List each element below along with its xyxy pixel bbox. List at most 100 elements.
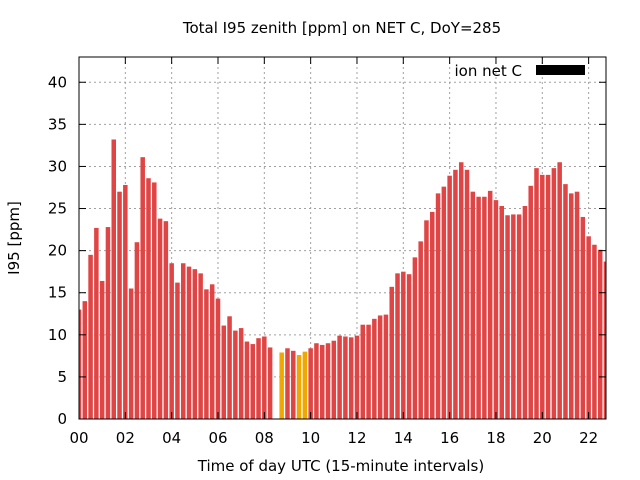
x-tick-label: 04 [162,429,181,447]
bar [441,186,447,419]
bar [401,271,406,419]
bar [215,298,221,419]
bar [157,218,163,419]
bar [238,328,244,419]
y-axis-ticks: 0 5 10 15 20 25 30 35 40 [48,73,606,428]
bar [360,324,366,419]
bar [256,338,261,419]
bar [94,227,99,419]
x-tick-label: 22 [579,429,598,447]
x-tick-label: 02 [116,429,135,447]
bar [221,325,227,419]
legend-label: ion net C [455,62,522,80]
bar [516,214,522,419]
bar [244,341,250,419]
bar [105,227,111,419]
bar [198,273,203,419]
bar [499,206,505,419]
x-tick-label: 16 [440,429,459,447]
bar [563,184,568,419]
bar [192,269,198,419]
x-axis-ticks: 00 02 04 06 08 10 12 14 16 18 20 22 [69,57,598,447]
bar [325,343,331,419]
bar [528,185,533,419]
bar [366,324,371,419]
x-tick-label: 00 [69,429,88,447]
x-tick-label: 08 [255,429,274,447]
bar [395,273,400,419]
bar [505,215,510,419]
bar [169,263,174,419]
bar [140,157,145,419]
x-tick-label: 18 [486,429,505,447]
bar [308,348,313,419]
bar [152,182,157,419]
bars [79,139,606,420]
y-tick-label: 10 [48,326,67,344]
bar [175,282,180,419]
bar [99,280,105,419]
bar [337,335,342,419]
bar [377,315,383,419]
bar [383,314,389,419]
bar [603,261,606,419]
x-tick-label: 20 [533,429,552,447]
bar [574,191,580,419]
bar [534,168,539,419]
bar [372,318,377,419]
chart-title: Total I95 zenith [ppm] on NET C, DoY=285 [182,19,501,37]
x-tick-label: 06 [208,429,227,447]
y-tick-label: 40 [48,73,67,91]
bar [180,263,186,419]
bar-highlight [279,352,284,419]
bar [233,330,238,419]
bar [319,344,325,419]
bar [146,178,151,419]
bar [262,336,267,419]
y-tick-label: 25 [48,200,67,218]
bar [111,139,117,419]
bar [134,242,140,419]
bar [389,286,394,419]
x-tick-label: 10 [301,429,320,447]
bar [412,257,418,419]
bar [331,340,337,419]
y-tick-label: 30 [48,157,67,175]
bar [88,254,93,419]
bar [453,169,458,419]
bar [470,191,476,419]
bar [545,174,551,419]
bar [285,348,290,419]
bar [209,284,215,419]
bar [580,216,586,419]
bar [511,214,516,419]
bar [424,220,429,419]
bar [551,168,557,419]
y-tick-label: 0 [57,410,67,428]
bar [343,336,348,419]
bar [447,175,452,419]
bar [82,301,88,419]
bar [250,344,255,419]
bar [482,196,487,419]
bar [406,274,412,419]
plot-frame [78,56,607,420]
legend: ion net C [455,62,585,80]
bar [79,309,82,419]
bar [430,211,435,419]
bar [267,347,273,419]
bar [487,190,493,419]
x-tick-label: 14 [394,429,413,447]
bar [464,169,470,419]
legend-swatch [536,65,585,75]
bar [540,174,545,419]
bar [128,288,134,419]
bar [291,350,296,419]
y-tick-label: 20 [48,242,67,260]
bar [458,162,464,420]
bar-highlight [302,351,308,419]
y-axis-label: I95 [ppm] [5,201,23,275]
bar [163,221,169,419]
bar [493,200,499,419]
bar [117,191,122,419]
